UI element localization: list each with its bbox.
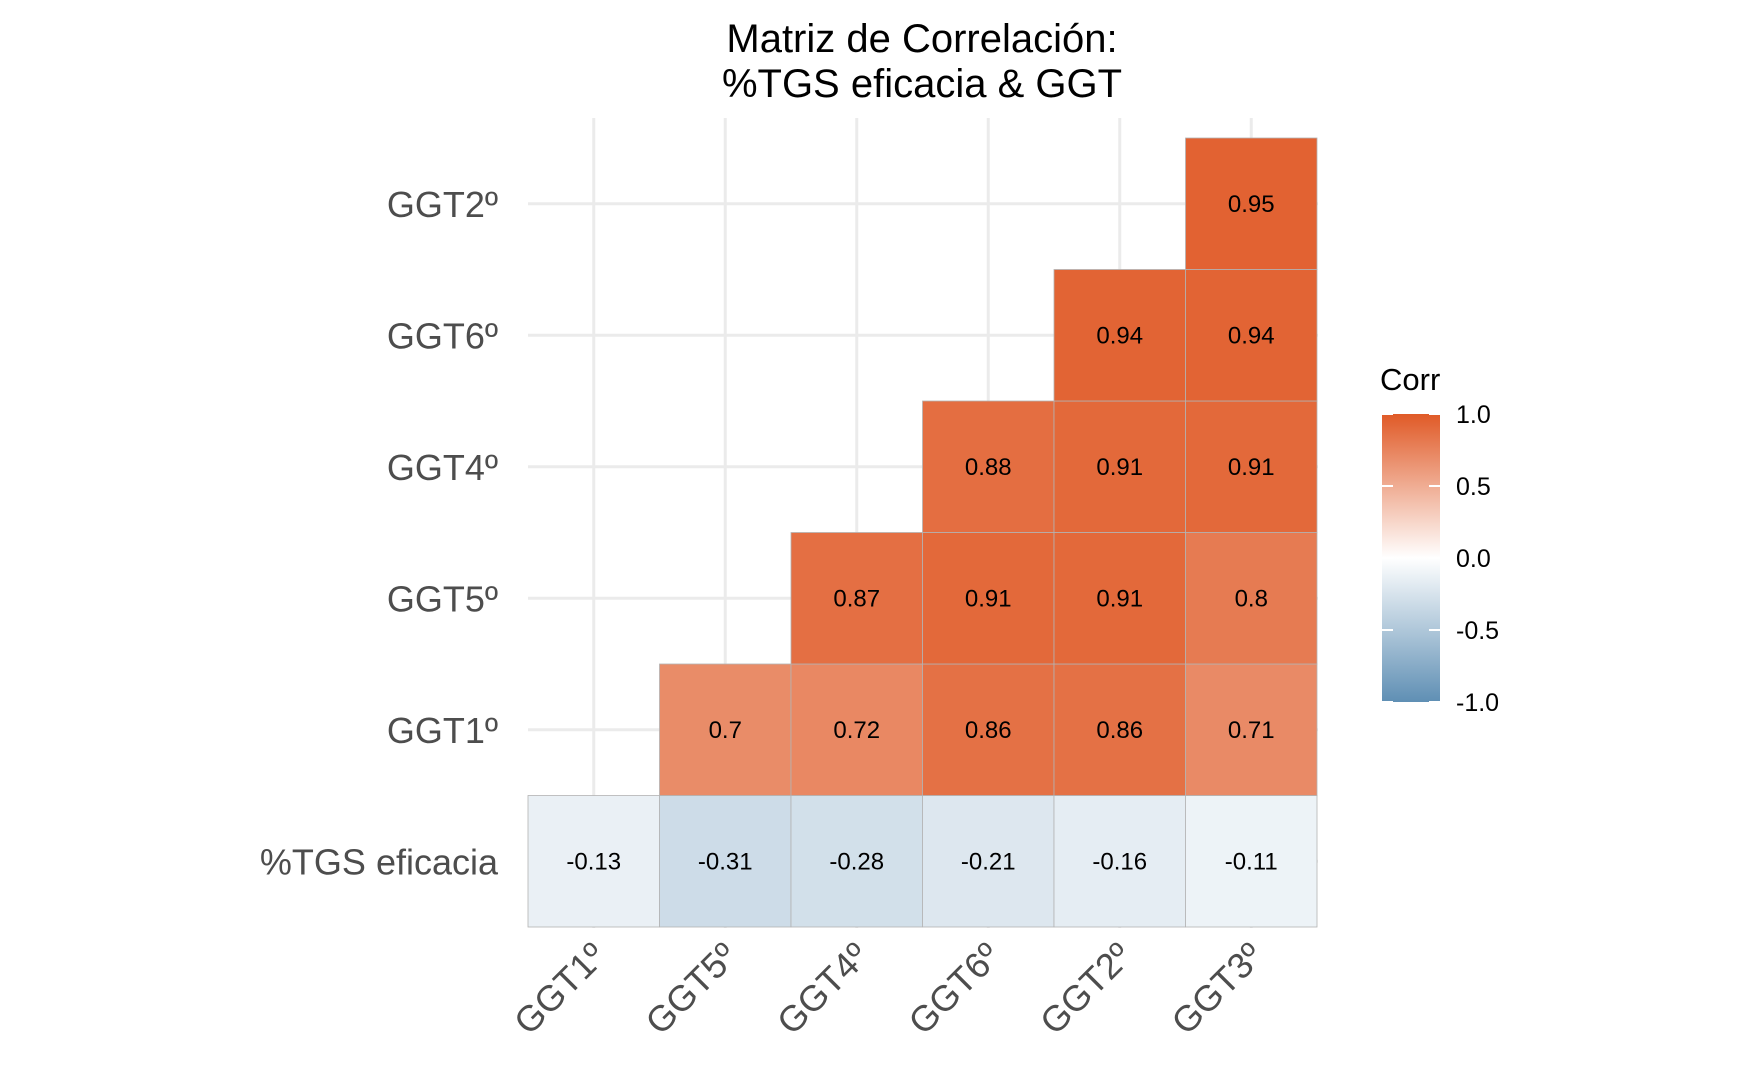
cell-value-label: -0.31 (698, 848, 753, 875)
heatmap-cell (1185, 795, 1318, 928)
cell-value-label: 0.86 (1096, 717, 1143, 744)
y-axis-ticks: %TGS eficacia GGT1º GGT5º GGT4º GGT6º GGT2º (260, 184, 499, 883)
cell-value-label: -0.11 (1225, 848, 1278, 875)
legend: Corr 1.0 0.5 0.0 -0.5 -1.0 (1380, 362, 1499, 717)
heatmap-cell (922, 400, 1055, 533)
x-tick-label: GGT4º (769, 935, 877, 1043)
heatmap-cell (1185, 400, 1318, 533)
cell-value-label: -0.16 (1092, 848, 1147, 875)
heatmap-cell (922, 532, 1055, 665)
legend-tick-label: 1.0 (1456, 401, 1491, 429)
cell-labels: -0.13 -0.31 -0.28 -0.21 -0.16 -0.11 0.7 0.72 0.8… (566, 191, 1277, 876)
y-tick-label: GGT2º (387, 184, 498, 225)
cell-value-label: 0.91 (1096, 585, 1143, 612)
heatmap-cell (1185, 663, 1318, 796)
cell-value-label: 0.71 (1228, 717, 1275, 744)
cell-value-label: 0.72 (833, 717, 880, 744)
x-tick-label: GGT1º (506, 935, 614, 1043)
cell-value-label: 0.94 (1096, 322, 1143, 349)
legend-tick-label: 0.5 (1456, 473, 1491, 501)
legend-tick-label: 0.0 (1456, 545, 1491, 573)
heatmap-cell (1053, 532, 1186, 665)
cell-value-label: 0.86 (965, 717, 1012, 744)
heatmap-cell (1053, 795, 1186, 928)
heatmap-cell (1053, 269, 1186, 402)
heatmap-cell (790, 663, 923, 796)
x-axis-ticks: GGT1º GGT5º GGT4º GGT6º GGT2º GGT3º (506, 935, 1271, 1043)
legend-tick-label: -1.0 (1456, 689, 1499, 717)
cell-value-label: 0.91 (965, 585, 1012, 612)
legend-tick-label: -0.5 (1456, 617, 1499, 645)
chart-title-line-2: %TGS eficacia & GGT (722, 62, 1122, 106)
heatmap-cell (790, 532, 923, 665)
cell-value-label: 0.94 (1228, 322, 1275, 349)
cell-value-label: 0.87 (833, 585, 880, 612)
cell-value-label: 0.95 (1228, 191, 1275, 218)
heatmap-cell (1185, 532, 1318, 665)
heatmap-cell (1185, 269, 1318, 402)
y-tick-label: %TGS eficacia (260, 841, 499, 882)
x-tick-label: GGT2º (1032, 935, 1140, 1043)
heatmap-cell (1185, 137, 1318, 270)
heatmap-cell (1053, 663, 1186, 796)
cell-value-label: 0.8 (1235, 585, 1268, 612)
heatmap-cells (527, 137, 1318, 928)
cell-value-label: 0.91 (1228, 454, 1275, 481)
y-tick-label: GGT6º (387, 315, 498, 356)
heatmap-cell (527, 795, 660, 928)
legend-ticks: 1.0 0.5 0.0 -0.5 -1.0 (1382, 401, 1499, 717)
cell-value-label: -0.13 (566, 848, 621, 875)
chart-title-line-1: Matriz de Correlación: (726, 17, 1117, 61)
heatmap-cell (659, 663, 792, 796)
heatmap-cell (1053, 400, 1186, 533)
heatmap-cell (659, 795, 792, 928)
y-tick-label: GGT1º (387, 710, 498, 751)
cell-value-label: -0.21 (961, 848, 1016, 875)
cell-value-label: 0.91 (1096, 454, 1143, 481)
x-tick-label: GGT6º (900, 935, 1008, 1043)
cell-value-label: 0.88 (965, 454, 1012, 481)
y-tick-label: GGT4º (387, 447, 498, 488)
legend-title: Corr (1380, 362, 1440, 397)
cell-value-label: 0.7 (709, 717, 742, 744)
y-tick-label: GGT5º (387, 578, 498, 619)
x-tick-label: GGT3º (1163, 935, 1271, 1043)
cell-value-label: -0.28 (829, 848, 884, 875)
x-tick-label: GGT5º (637, 935, 745, 1043)
